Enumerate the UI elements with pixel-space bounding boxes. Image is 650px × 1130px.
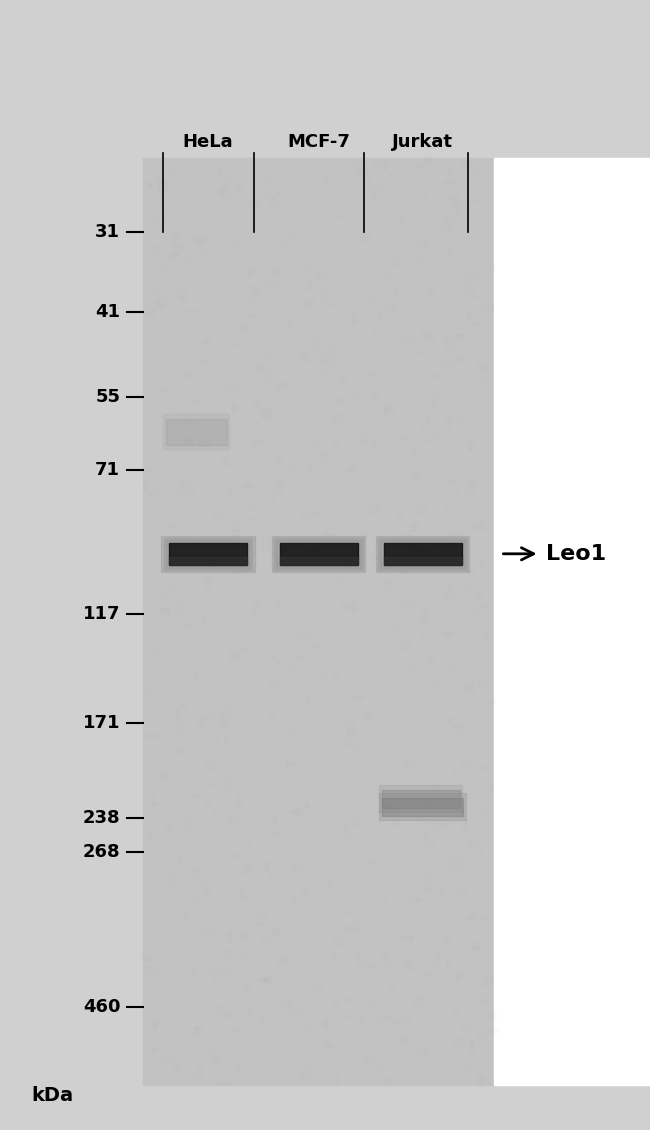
Text: 460: 460 [83,998,120,1016]
Bar [379,785,462,812]
Text: 268: 268 [83,843,120,861]
Bar [274,538,363,570]
Text: 117: 117 [83,605,120,623]
Text: 71: 71 [96,461,120,479]
Bar [169,557,247,565]
Text: Jurkat: Jurkat [392,133,453,151]
Bar [384,542,462,565]
Bar [163,415,229,450]
Bar [276,540,361,568]
Bar [280,542,358,565]
Bar [272,536,365,572]
Bar [380,540,465,568]
Bar [378,538,467,570]
Text: 41: 41 [96,303,120,321]
Text: MCF-7: MCF-7 [287,133,350,151]
Bar [384,557,462,565]
Bar [169,542,247,565]
Bar [379,793,466,820]
Bar [164,538,252,570]
Bar [382,790,460,808]
Bar [161,536,255,572]
Text: Leo1: Leo1 [546,544,606,564]
Text: kDa: kDa [31,1086,73,1105]
Bar [280,557,358,565]
Bar [166,540,250,568]
Text: 238: 238 [83,809,120,827]
Text: HeLa: HeLa [183,133,233,151]
Bar [376,536,469,572]
Bar [494,158,650,1085]
Text: 171: 171 [83,714,120,732]
Bar [166,419,227,445]
Text: 31: 31 [96,223,120,241]
Bar [382,798,463,816]
Bar [143,158,494,1085]
Text: 55: 55 [96,388,120,406]
